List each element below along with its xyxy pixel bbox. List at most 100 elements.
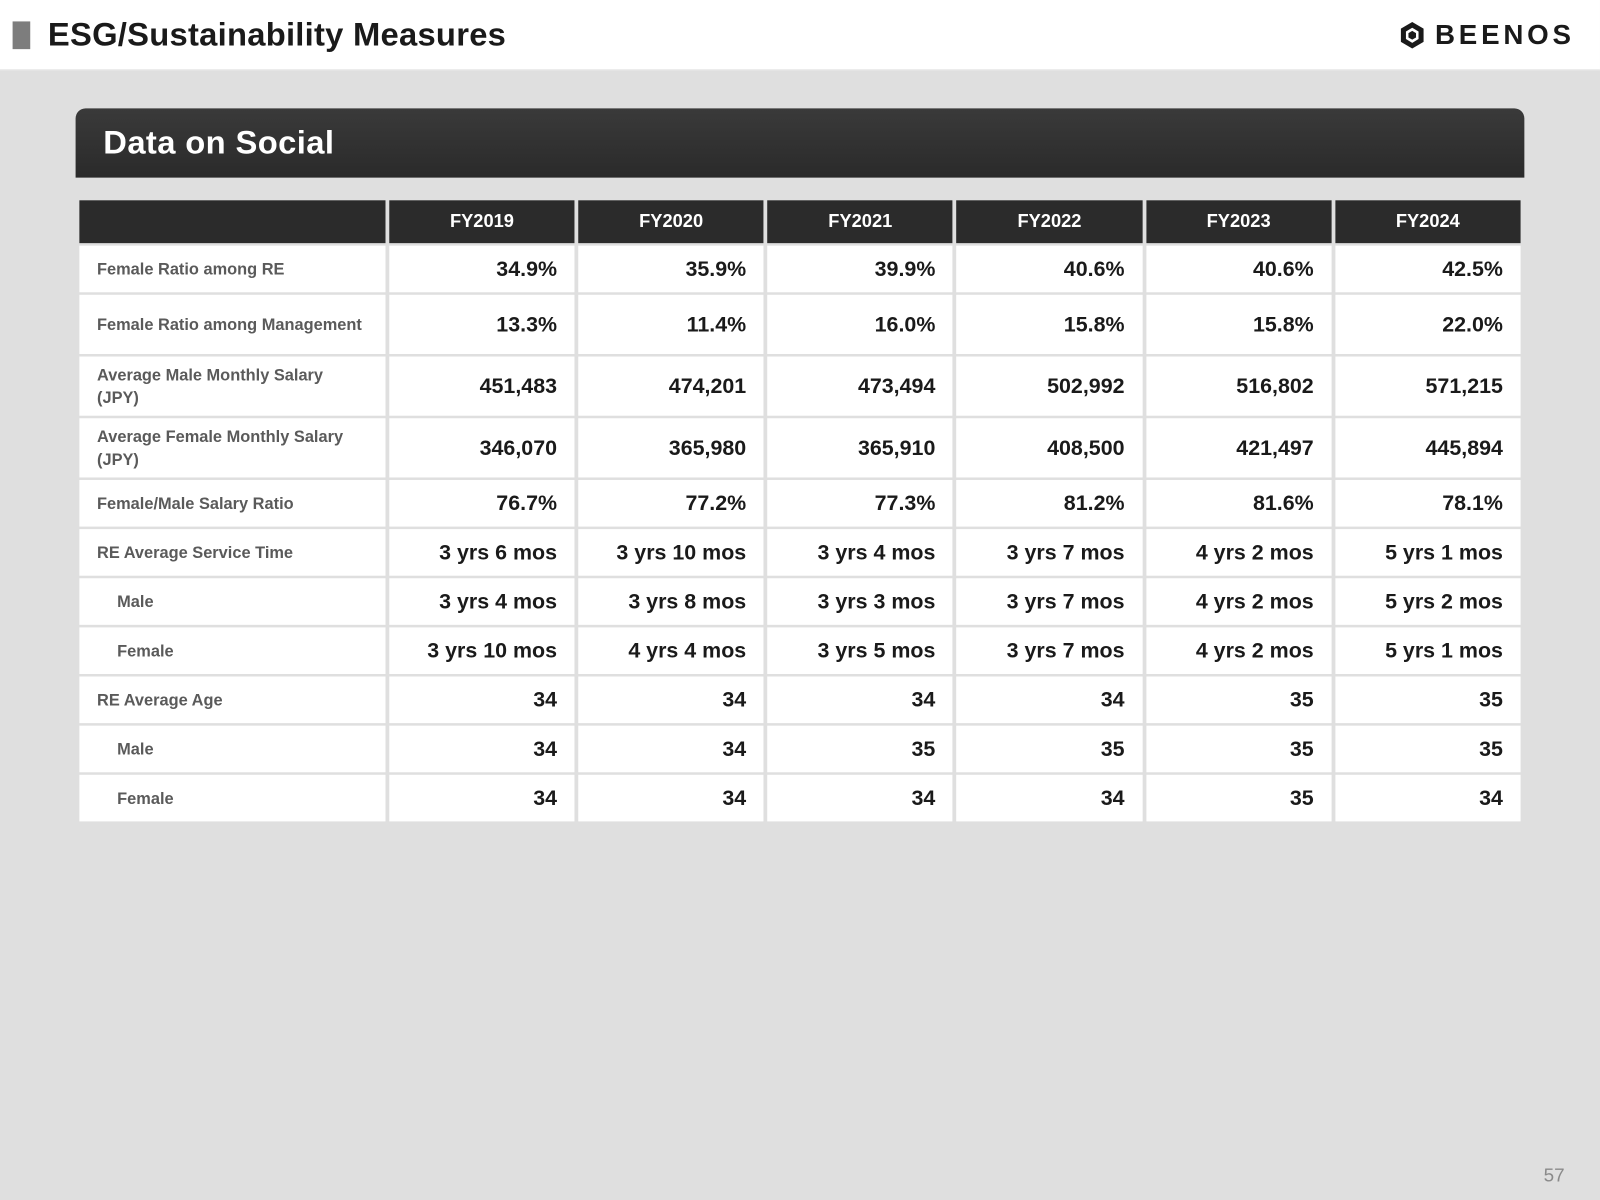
table-row: Male343435353535 — [79, 726, 1520, 773]
cell-value: 16.0% — [768, 295, 953, 354]
cell-value: 3 yrs 6 mos — [389, 529, 574, 576]
table-row: Male3 yrs 4 mos3 yrs 8 mos3 yrs 3 mos3 y… — [79, 578, 1520, 625]
cell-value: 81.6% — [1146, 480, 1331, 527]
cell-value: 3 yrs 7 mos — [957, 578, 1142, 625]
table-header-col: FY2024 — [1335, 200, 1520, 243]
table-row: Female Ratio among RE34.9%35.9%39.9%40.6… — [79, 246, 1520, 293]
cell-value: 13.3% — [389, 295, 574, 354]
section-header: Data on Social — [76, 108, 1525, 177]
cell-value: 15.8% — [1146, 295, 1331, 354]
table-row: Average Male Monthly Salary (JPY)451,483… — [79, 357, 1520, 416]
cell-value: 35 — [1146, 726, 1331, 773]
cell-value: 35 — [1335, 677, 1520, 724]
table-row: Female343434343534 — [79, 775, 1520, 822]
cell-value: 34 — [957, 677, 1142, 724]
table-header-col: FY2022 — [957, 200, 1142, 243]
cell-value: 5 yrs 1 mos — [1335, 529, 1520, 576]
cell-value: 77.3% — [768, 480, 953, 527]
cell-value: 40.6% — [1146, 246, 1331, 293]
table-row: Average Female Monthly Salary (JPY)346,0… — [79, 418, 1520, 477]
cell-value: 34.9% — [389, 246, 574, 293]
cell-value: 34 — [578, 726, 763, 773]
cell-value: 516,802 — [1146, 357, 1331, 416]
row-label: Female — [79, 775, 385, 822]
row-label: Female Ratio among Management — [79, 295, 385, 354]
cell-value: 22.0% — [1335, 295, 1520, 354]
cell-value: 3 yrs 3 mos — [768, 578, 953, 625]
row-label: Female — [79, 628, 385, 675]
brand-logo-text: BEENOS — [1435, 18, 1575, 51]
cell-value: 571,215 — [1335, 357, 1520, 416]
cell-value: 3 yrs 4 mos — [768, 529, 953, 576]
table-header-row: FY2019 FY2020 FY2021 FY2022 FY2023 FY202… — [79, 200, 1520, 243]
table-header-col: FY2023 — [1146, 200, 1331, 243]
table-header-col: FY2021 — [768, 200, 953, 243]
cell-value: 3 yrs 7 mos — [957, 529, 1142, 576]
cell-value: 34 — [768, 677, 953, 724]
table-row: RE Average Service Time3 yrs 6 mos3 yrs … — [79, 529, 1520, 576]
cell-value: 35 — [1146, 775, 1331, 822]
cell-value: 35 — [957, 726, 1142, 773]
cell-value: 502,992 — [957, 357, 1142, 416]
row-label: Male — [79, 726, 385, 773]
social-data-table: FY2019 FY2020 FY2021 FY2022 FY2023 FY202… — [76, 198, 1525, 824]
cell-value: 365,910 — [768, 418, 953, 477]
cell-value: 3 yrs 7 mos — [957, 628, 1142, 675]
row-label: RE Average Age — [79, 677, 385, 724]
cell-value: 35 — [1146, 677, 1331, 724]
row-label: Female Ratio among RE — [79, 246, 385, 293]
cell-value: 3 yrs 10 mos — [389, 628, 574, 675]
cell-value: 346,070 — [389, 418, 574, 477]
page-title: ESG/Sustainability Measures — [48, 15, 506, 54]
cell-value: 4 yrs 2 mos — [1146, 578, 1331, 625]
table-row: Female Ratio among Management13.3%11.4%1… — [79, 295, 1520, 354]
cell-value: 34 — [578, 677, 763, 724]
content-area: Data on Social FY2019 FY2020 FY2021 FY20… — [0, 71, 1600, 825]
row-label: RE Average Service Time — [79, 529, 385, 576]
cell-value: 421,497 — [1146, 418, 1331, 477]
title-marker-icon — [13, 21, 31, 49]
cell-value: 445,894 — [1335, 418, 1520, 477]
table-row: RE Average Age343434343535 — [79, 677, 1520, 724]
cell-value: 76.7% — [389, 480, 574, 527]
row-label: Female/Male Salary Ratio — [79, 480, 385, 527]
cell-value: 3 yrs 4 mos — [389, 578, 574, 625]
cell-value: 5 yrs 2 mos — [1335, 578, 1520, 625]
cell-value: 35 — [1335, 726, 1520, 773]
cell-value: 473,494 — [768, 357, 953, 416]
cell-value: 40.6% — [957, 246, 1142, 293]
brand-logo: BEENOS — [1397, 18, 1575, 51]
cell-value: 408,500 — [957, 418, 1142, 477]
cell-value: 39.9% — [768, 246, 953, 293]
cell-value: 3 yrs 5 mos — [768, 628, 953, 675]
cell-value: 4 yrs 2 mos — [1146, 529, 1331, 576]
table-row: Female3 yrs 10 mos4 yrs 4 mos3 yrs 5 mos… — [79, 628, 1520, 675]
row-label: Average Female Monthly Salary (JPY) — [79, 418, 385, 477]
cell-value: 3 yrs 8 mos — [578, 578, 763, 625]
cell-value: 35.9% — [578, 246, 763, 293]
table-header-blank — [79, 200, 385, 243]
cell-value: 35 — [768, 726, 953, 773]
cell-value: 34 — [389, 775, 574, 822]
table-header-col: FY2020 — [578, 200, 763, 243]
cell-value: 81.2% — [957, 480, 1142, 527]
cell-value: 4 yrs 4 mos — [578, 628, 763, 675]
page-number: 57 — [1544, 1165, 1565, 1186]
cell-value: 11.4% — [578, 295, 763, 354]
table-row: Female/Male Salary Ratio76.7%77.2%77.3%8… — [79, 480, 1520, 527]
cell-value: 34 — [768, 775, 953, 822]
cell-value: 365,980 — [578, 418, 763, 477]
cell-value: 42.5% — [1335, 246, 1520, 293]
cell-value: 34 — [389, 726, 574, 773]
cell-value: 34 — [957, 775, 1142, 822]
cell-value: 34 — [578, 775, 763, 822]
cell-value: 3 yrs 10 mos — [578, 529, 763, 576]
cell-value: 78.1% — [1335, 480, 1520, 527]
cell-value: 77.2% — [578, 480, 763, 527]
cell-value: 15.8% — [957, 295, 1142, 354]
cell-value: 451,483 — [389, 357, 574, 416]
top-bar: ESG/Sustainability Measures BEENOS — [0, 0, 1600, 71]
row-label: Male — [79, 578, 385, 625]
cell-value: 5 yrs 1 mos — [1335, 628, 1520, 675]
cell-value: 34 — [389, 677, 574, 724]
